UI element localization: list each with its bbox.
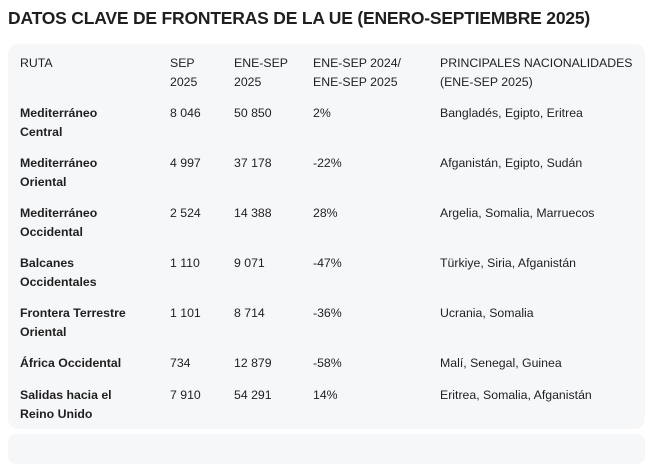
cell-change: 28% <box>313 206 338 220</box>
table-row: Mediterráneo Central 8 046 50 850 2% Bang… <box>20 104 640 154</box>
table-row: Mediterráneo Oriental 4 997 37 178 -22% A… <box>20 154 640 204</box>
cell-ruta: Salidas hacia el Reino Unido <box>20 386 170 436</box>
cell-enesep: 50 850 <box>234 106 272 120</box>
header-nat-line1: PRINCIPALES NACIONALIDADES <box>440 56 633 70</box>
cell-enesep: 9 071 <box>234 256 265 270</box>
ruta-line1: África Occidental <box>20 356 122 370</box>
cell-nationalities: Argelia, Somalia, Marruecos <box>440 206 595 220</box>
cell-ruta: Mediterráneo Occidental <box>20 204 170 254</box>
header-ratio-line1: ENE-SEP 2024/ <box>313 56 401 70</box>
cell-enesep: 12 879 <box>234 356 272 370</box>
cell-ruta: Mediterráneo Oriental <box>20 154 170 204</box>
border-data-table-card: RUTA SEP 2025 ENE-SEP 2025 ENE-SEP 2024/EN… <box>8 44 645 429</box>
cell-ruta: África Occidental <box>20 354 170 386</box>
cell-enesep: 54 291 <box>234 388 272 402</box>
ruta-line2: Occidentales <box>20 274 97 289</box>
ruta-line1: Salidas hacia el <box>20 388 112 402</box>
cell-nationalities: Türkiye, Siria, Afganistán <box>440 256 577 270</box>
header-enesep-line1: ENE-SEP <box>234 56 288 70</box>
header-sep: SEP 2025 <box>170 54 234 104</box>
cell-change: -58% <box>313 356 342 370</box>
cell-ruta: Frontera Terrestre Oriental <box>20 304 170 354</box>
cell-sep: 4 997 <box>170 156 201 170</box>
ruta-line1: Mediterráneo <box>20 106 98 120</box>
cell-change: -22% <box>313 156 342 170</box>
cell-change: -47% <box>313 256 342 270</box>
header-nat-line2: (ENE-SEP 2025) <box>440 74 533 89</box>
table-header-row: RUTA SEP 2025 ENE-SEP 2025 ENE-SEP 2024/EN… <box>20 54 640 104</box>
header-sep-line1: SEP <box>170 56 195 70</box>
table-row: Salidas hacia el Reino Unido 7 910 54 291… <box>20 386 640 436</box>
table-row: Frontera Terrestre Oriental 1 101 8 714 -… <box>20 304 640 354</box>
ruta-line2: Oriental <box>20 174 67 189</box>
ruta-line2: Reino Unido <box>20 406 93 421</box>
cell-nationalities: Ucrania, Somalia <box>440 306 534 320</box>
cell-sep: 2 524 <box>170 206 201 220</box>
cell-enesep: 14 388 <box>234 206 272 220</box>
cell-change: 14% <box>313 388 338 402</box>
cell-nationalities: Eritrea, Somalia, Afganistán <box>440 388 592 402</box>
cell-sep: 7 910 <box>170 388 201 402</box>
ruta-line2: Central <box>20 124 63 139</box>
ruta-line1: Mediterráneo <box>20 156 98 170</box>
header-ratio-line2: ENE-SEP 2025 <box>313 74 398 89</box>
ruta-line1: Frontera Terrestre <box>20 306 126 320</box>
cell-sep: 1 101 <box>170 306 201 320</box>
border-data-table: RUTA SEP 2025 ENE-SEP 2025 ENE-SEP 2024/EN… <box>20 54 640 436</box>
header-enesep-line2: 2025 <box>234 74 262 89</box>
header-nationalities: PRINCIPALES NACIONALIDADES (ENE-SEP 2025) <box>440 54 640 104</box>
ruta-line1: Balcanes <box>20 256 75 270</box>
header-ruta-label: RUTA <box>20 56 53 70</box>
cell-nationalities: Bangladés, Egipto, Eritrea <box>440 106 583 120</box>
header-ratio: ENE-SEP 2024/ENE-SEP 2025 <box>313 54 440 104</box>
ruta-line2: Occidental <box>20 224 83 239</box>
cell-nationalities: Afganistán, Egipto, Sudán <box>440 156 583 170</box>
header-enesep: ENE-SEP 2025 <box>234 54 313 104</box>
next-card <box>8 434 645 464</box>
cell-sep: 8 046 <box>170 106 201 120</box>
cell-sep: 1 110 <box>170 256 200 270</box>
header-ruta: RUTA <box>20 54 170 104</box>
ruta-line2: Oriental <box>20 324 67 339</box>
cell-change: -36% <box>313 306 342 320</box>
table-row: Mediterráneo Occidental 2 524 14 388 28% … <box>20 204 640 254</box>
header-sep-line2: 2025 <box>170 74 198 89</box>
cell-enesep: 37 178 <box>234 156 272 170</box>
cell-sep: 734 <box>170 356 191 370</box>
cell-ruta: Balcanes Occidentales <box>20 254 170 304</box>
table-row: Balcanes Occidentales 1 110 9 071 -47% Tü… <box>20 254 640 304</box>
cell-enesep: 8 714 <box>234 306 265 320</box>
table-row: África Occidental 734 12 879 -58% Malí, … <box>20 354 640 386</box>
page-title: DATOS CLAVE DE FRONTERAS DE LA UE (ENERO… <box>8 8 591 28</box>
cell-change: 2% <box>313 106 331 120</box>
cell-nationalities: Malí, Senegal, Guinea <box>440 356 562 370</box>
ruta-line1: Mediterráneo <box>20 206 98 220</box>
cell-ruta: Mediterráneo Central <box>20 104 170 154</box>
